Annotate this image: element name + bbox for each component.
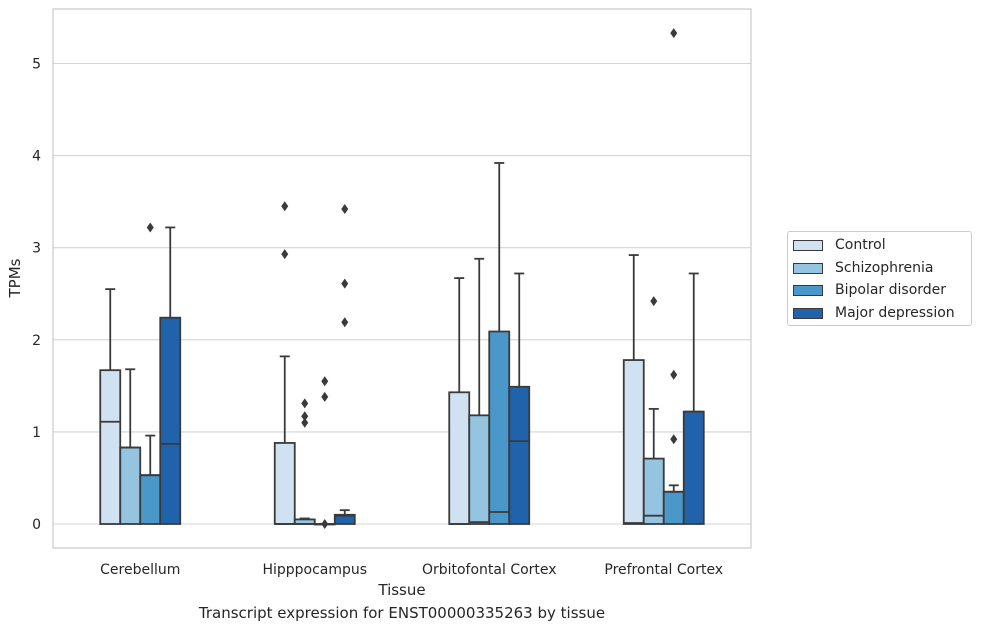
outlier-point bbox=[670, 369, 678, 380]
y-tick-label: 2 bbox=[32, 333, 41, 349]
x-tick-label: Prefrontal Cortex bbox=[604, 562, 723, 578]
box-body bbox=[662, 490, 685, 525]
legend-item-schizophrenia: Schizophrenia bbox=[793, 258, 933, 278]
box-4-1 bbox=[159, 226, 182, 525]
legend-swatch bbox=[793, 262, 823, 274]
outlier-point bbox=[341, 278, 349, 289]
outlier-point bbox=[146, 222, 154, 233]
box-body bbox=[333, 513, 356, 525]
y-axis-label: TPMs bbox=[6, 258, 24, 298]
box-3-3 bbox=[488, 162, 511, 525]
legend-label: Schizophrenia bbox=[835, 260, 934, 276]
legend: Control Schizophrenia Bipolar disorder M… bbox=[787, 231, 972, 326]
outlier-point bbox=[281, 201, 289, 212]
gridlines bbox=[53, 62, 751, 525]
box-3-4 bbox=[662, 28, 685, 525]
x-tick-label: Orbitofontal Cortex bbox=[422, 562, 557, 578]
y-tick-label: 3 bbox=[32, 241, 41, 257]
legend-item-major-depression: Major depression bbox=[793, 303, 955, 323]
figure-caption: Transcript expression for ENST0000033526… bbox=[198, 604, 606, 622]
box-2-4 bbox=[642, 296, 665, 525]
box-3-2 bbox=[313, 376, 336, 529]
y-tick-label: 1 bbox=[32, 425, 41, 441]
box-body bbox=[448, 391, 471, 525]
x-tick-label: Hipppocampus bbox=[262, 562, 367, 578]
y-tick-label: 0 bbox=[32, 517, 41, 533]
box-body bbox=[273, 442, 296, 525]
y-tick-labels: 0 1 2 3 4 5 bbox=[32, 57, 41, 534]
outlier-point bbox=[281, 249, 289, 260]
box-body bbox=[99, 369, 122, 525]
y-tick-label: 4 bbox=[32, 149, 41, 165]
legend-swatch bbox=[793, 284, 823, 296]
outlier-point bbox=[301, 411, 309, 422]
box-2-2 bbox=[293, 398, 316, 525]
box-body bbox=[159, 316, 182, 525]
outlier-point bbox=[321, 391, 329, 402]
legend-label: Major depression bbox=[835, 305, 955, 321]
box-2-3 bbox=[468, 257, 491, 525]
x-axis-label: Tissue bbox=[377, 581, 425, 599]
outlier-point bbox=[301, 398, 309, 409]
outlier-point bbox=[321, 376, 329, 387]
box-body bbox=[488, 330, 511, 525]
box-body bbox=[468, 414, 491, 525]
outlier-point bbox=[341, 204, 349, 215]
legend-label: Control bbox=[835, 237, 886, 253]
box-body bbox=[119, 446, 142, 525]
box-3-1 bbox=[139, 222, 162, 525]
outlier-point bbox=[650, 296, 658, 307]
box-body bbox=[508, 385, 531, 525]
outlier-point bbox=[321, 519, 329, 529]
box-1-4 bbox=[622, 254, 645, 525]
box-4-3 bbox=[508, 272, 531, 525]
plot-frame bbox=[52, 8, 752, 549]
boxes-layer bbox=[99, 28, 705, 529]
outlier-point bbox=[341, 317, 349, 328]
x-tick-label: Cerebellum bbox=[100, 562, 180, 578]
box-body bbox=[642, 457, 665, 525]
y-tick-label: 5 bbox=[32, 57, 41, 73]
legend-item-bipolar-disorder: Bipolar disorder bbox=[793, 280, 946, 300]
x-tick-labels: Cerebellum Hipppocampus Orbitofontal Corte… bbox=[100, 562, 723, 578]
outlier-point bbox=[670, 28, 678, 39]
legend-swatch bbox=[793, 307, 823, 319]
box-body bbox=[139, 474, 162, 525]
legend-label: Bipolar disorder bbox=[835, 282, 947, 298]
outlier-point bbox=[670, 434, 678, 445]
legend-swatch bbox=[793, 239, 823, 251]
box-1-2 bbox=[273, 201, 296, 525]
legend-item-control: Control bbox=[793, 235, 886, 255]
box-body bbox=[682, 410, 705, 525]
outlier-point bbox=[301, 417, 309, 428]
box-2-1 bbox=[119, 368, 142, 525]
box-4-2 bbox=[333, 204, 356, 525]
box-1-3 bbox=[448, 277, 471, 525]
box-1-1 bbox=[99, 288, 122, 525]
box-4-4 bbox=[682, 272, 705, 525]
box-body bbox=[622, 359, 645, 525]
